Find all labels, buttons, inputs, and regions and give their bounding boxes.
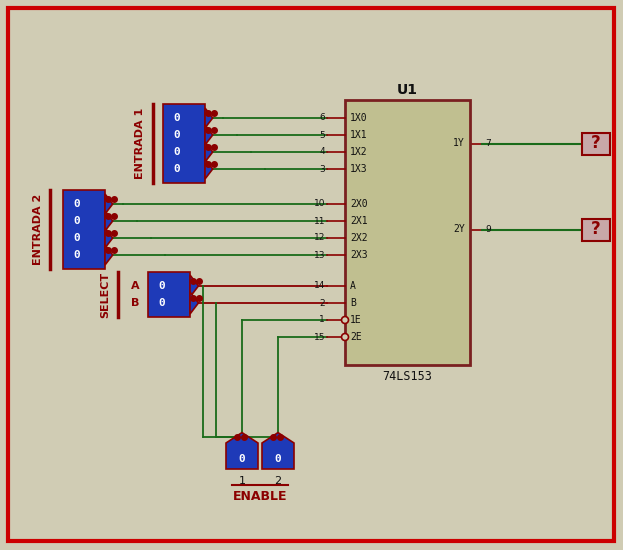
Text: 12: 12 [313,234,325,243]
Text: 0: 0 [74,250,80,260]
Text: 14: 14 [313,282,325,290]
Text: 15: 15 [313,333,325,342]
Text: 13: 13 [313,250,325,260]
Polygon shape [105,228,113,248]
Text: A: A [131,281,140,291]
Text: 0: 0 [74,233,80,243]
Text: 0: 0 [174,113,181,123]
Text: 0: 0 [174,147,181,157]
Text: 1X3: 1X3 [350,164,368,174]
Text: ?: ? [591,221,601,239]
Text: 2X1: 2X1 [350,216,368,226]
Text: 9: 9 [485,225,491,234]
Text: ?: ? [591,135,601,152]
Text: 1X1: 1X1 [350,130,368,140]
Text: U1: U1 [397,83,418,97]
Polygon shape [205,125,212,145]
Bar [582,133,610,155]
Polygon shape [190,275,198,297]
Circle shape [341,316,348,323]
Text: A: A [350,281,356,291]
Text: 0: 0 [174,130,181,140]
Polygon shape [190,292,198,314]
Polygon shape [262,433,294,469]
Text: 0: 0 [239,454,245,464]
Text: 1E: 1E [350,315,362,325]
Text: 0: 0 [159,298,165,308]
Text: B: B [131,298,139,308]
Text: 0: 0 [174,164,181,174]
Text: 5: 5 [319,130,325,140]
Polygon shape [205,159,212,179]
Text: 6: 6 [319,113,325,123]
Text: ENABLE: ENABLE [233,491,287,503]
Text: 0: 0 [159,281,165,291]
Text: 1X2: 1X2 [350,147,368,157]
Polygon shape [105,194,113,214]
Text: 10: 10 [313,200,325,208]
Polygon shape [205,142,212,162]
Text: 2: 2 [320,299,325,307]
Polygon shape [105,211,113,231]
Text: ENTRADA 2: ENTRADA 2 [33,194,43,265]
Text: 1: 1 [239,476,245,486]
Text: 4: 4 [320,147,325,157]
Polygon shape [105,245,113,265]
Circle shape [341,333,348,340]
Text: ENTRADA 1: ENTRADA 1 [135,108,145,179]
Text: SELECT: SELECT [100,272,110,317]
Text: 1X0: 1X0 [350,113,368,123]
Text: 3: 3 [319,164,325,173]
Text: 0: 0 [74,216,80,226]
Bar [163,104,205,183]
Text: 1: 1 [319,316,325,324]
Text: 2X2: 2X2 [350,233,368,243]
Bar [582,218,610,240]
Text: 2X0: 2X0 [350,199,368,209]
Text: 2Y: 2Y [454,224,465,234]
Bar [63,190,105,269]
Text: 11: 11 [313,217,325,226]
Text: 2: 2 [275,476,282,486]
Text: 2X3: 2X3 [350,250,368,260]
Text: 7: 7 [485,139,491,148]
Text: 2E: 2E [350,332,362,342]
Text: 0: 0 [74,199,80,209]
Polygon shape [226,433,258,469]
Text: 1Y: 1Y [454,139,465,148]
Bar [345,100,470,365]
Polygon shape [205,108,212,128]
Text: B: B [350,298,356,308]
Text: 74LS153: 74LS153 [383,371,432,383]
Bar [148,272,190,317]
Text: 0: 0 [275,454,282,464]
